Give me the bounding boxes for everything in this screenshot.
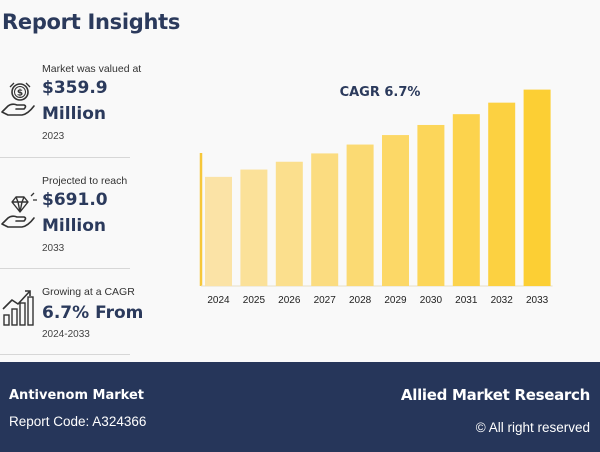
chart-title: CAGR 6.7% [339, 85, 421, 100]
stat-projected-value: Projected to reach $691.0 Million 2033 [0, 172, 130, 267]
x-tick-label: 2024 [207, 295, 230, 306]
stat-label: Growing at a CAGR [42, 286, 135, 298]
stat-value-unit: Million [42, 216, 107, 236]
x-tick-label: 2027 [314, 295, 337, 306]
divider [0, 268, 130, 269]
bar-2030 [417, 124, 445, 287]
bar-2033 [523, 89, 551, 286]
bar-2026 [275, 161, 303, 286]
stat-year: 2024-2033 [42, 329, 90, 340]
brand-name: Allied Market Research [400, 386, 590, 404]
x-tick-label: 2026 [278, 295, 301, 306]
divider [0, 157, 130, 158]
bar-2029 [382, 135, 409, 286]
chart-svg: 2024 2025 2026 2027 2028 2029 2030 2031 2032 2033 [199, 89, 553, 306]
stat-label: Projected to reach [42, 175, 128, 187]
stat-year: 2023 [42, 131, 65, 142]
stat-year: 2033 [42, 243, 65, 254]
x-tick-label: 2025 [243, 295, 266, 306]
bar-2024 [205, 176, 232, 286]
divider [0, 354, 130, 355]
stat-value: $359.9 [42, 78, 108, 98]
x-tick-label: 2032 [491, 295, 514, 306]
bar-2031 [452, 114, 480, 286]
diamond-hand-icon [0, 190, 38, 230]
stat-cagr: Growing at a CAGR 6.7% From 2024-2033 [0, 283, 143, 353]
bar-2025 [240, 169, 268, 286]
growth-chart-icon [0, 287, 38, 327]
stat-label: Market was valued at [42, 63, 142, 75]
stat-market-value: $ Market was valued at $359.9 Million 20… [0, 60, 141, 155]
x-tick-label: 2028 [349, 295, 372, 306]
market-name: Antivenom Market [9, 388, 144, 403]
stat-value-unit: Million [42, 104, 107, 124]
x-tick-label: 2031 [455, 295, 478, 306]
x-tick-label: 2029 [384, 295, 407, 306]
copyright: © All right reserved [475, 420, 590, 435]
bar-2032 [488, 102, 516, 286]
stat-value: $691.0 [42, 190, 108, 210]
svg-text:$: $ [17, 89, 23, 99]
cagr-bar-chart: CAGR 6.7% 2024 2025 2026 2027 2028 2029 2030 20… [190, 70, 570, 320]
stat-value: 6.7% From [42, 303, 144, 323]
bar-2027 [311, 153, 339, 286]
report-code: Report Code: A324366 [9, 414, 147, 429]
money-hand-icon: $ [0, 78, 38, 118]
footer-bar: Antivenom Market Report Code: A324366 Al… [0, 362, 600, 452]
x-tick-label: 2033 [526, 295, 549, 306]
page-title: Report Insights [2, 10, 181, 34]
x-tick-label: 2030 [420, 295, 443, 306]
bar-2028 [346, 144, 374, 286]
